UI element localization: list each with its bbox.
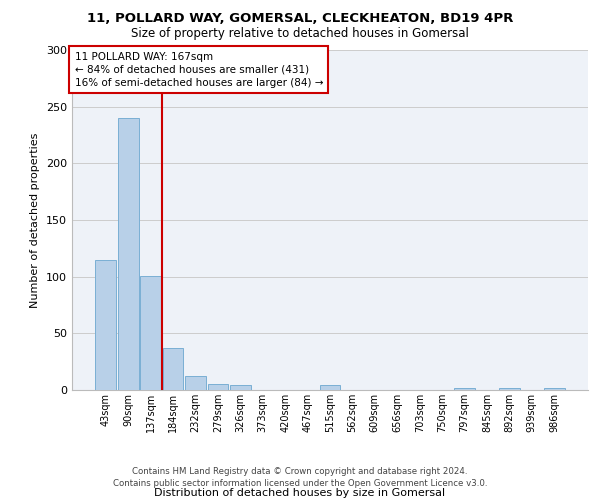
Bar	[95, 260, 116, 390]
Bar	[320, 386, 340, 390]
Bar	[118, 118, 139, 390]
Text: Distribution of detached houses by size in Gomersal: Distribution of detached houses by size …	[154, 488, 446, 498]
Text: 11 POLLARD WAY: 167sqm
← 84% of detached houses are smaller (431)
16% of semi-de: 11 POLLARD WAY: 167sqm ← 84% of detached…	[74, 52, 323, 88]
Text: Contains public sector information licensed under the Open Government Licence v3: Contains public sector information licen…	[113, 478, 487, 488]
Bar	[208, 384, 228, 390]
Bar	[544, 388, 565, 390]
Bar	[140, 276, 161, 390]
Text: 11, POLLARD WAY, GOMERSAL, CLECKHEATON, BD19 4PR: 11, POLLARD WAY, GOMERSAL, CLECKHEATON, …	[87, 12, 513, 26]
Bar	[185, 376, 206, 390]
Bar	[230, 386, 251, 390]
Text: Size of property relative to detached houses in Gomersal: Size of property relative to detached ho…	[131, 28, 469, 40]
Bar	[499, 388, 520, 390]
Y-axis label: Number of detached properties: Number of detached properties	[31, 132, 40, 308]
Bar	[163, 348, 184, 390]
Text: Contains HM Land Registry data © Crown copyright and database right 2024.: Contains HM Land Registry data © Crown c…	[132, 467, 468, 476]
Bar	[454, 388, 475, 390]
